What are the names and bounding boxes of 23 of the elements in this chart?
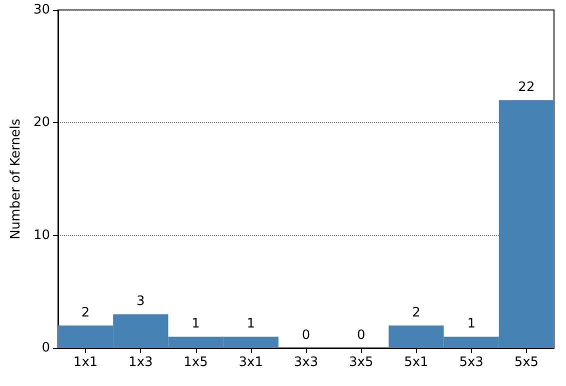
x-tick-label: 1x3 bbox=[128, 355, 153, 370]
y-tick-label: 0 bbox=[42, 340, 50, 356]
y-axis-title: Number of Kernels bbox=[8, 118, 24, 240]
data-label: 1 bbox=[246, 316, 256, 332]
x-tick-label: 5x3 bbox=[459, 355, 484, 370]
x-tick-label: 5x1 bbox=[404, 355, 428, 370]
data-label: 1 bbox=[467, 316, 476, 332]
x-tick-label: 3x5 bbox=[348, 355, 374, 370]
x-tick-label: 3x1 bbox=[238, 355, 264, 370]
data-label: 2 bbox=[81, 305, 90, 320]
data-label: 1 bbox=[192, 316, 200, 332]
x-tick-label: 3x3 bbox=[294, 355, 318, 370]
x-tick-label: 1x1 bbox=[73, 355, 98, 370]
x-tick-label: 5x5 bbox=[514, 355, 539, 370]
data-label: 0 bbox=[356, 328, 366, 343]
y-tick-label: 10 bbox=[33, 228, 50, 243]
x-tick-label: 1x5 bbox=[184, 355, 208, 370]
data-label: 22 bbox=[518, 80, 535, 96]
data-label: 3 bbox=[136, 294, 145, 310]
y-tick-label: 30 bbox=[33, 2, 50, 18]
data-label: 2 bbox=[412, 305, 420, 320]
data-label: 0 bbox=[302, 328, 310, 343]
y-tick-label: 20 bbox=[33, 115, 50, 130]
